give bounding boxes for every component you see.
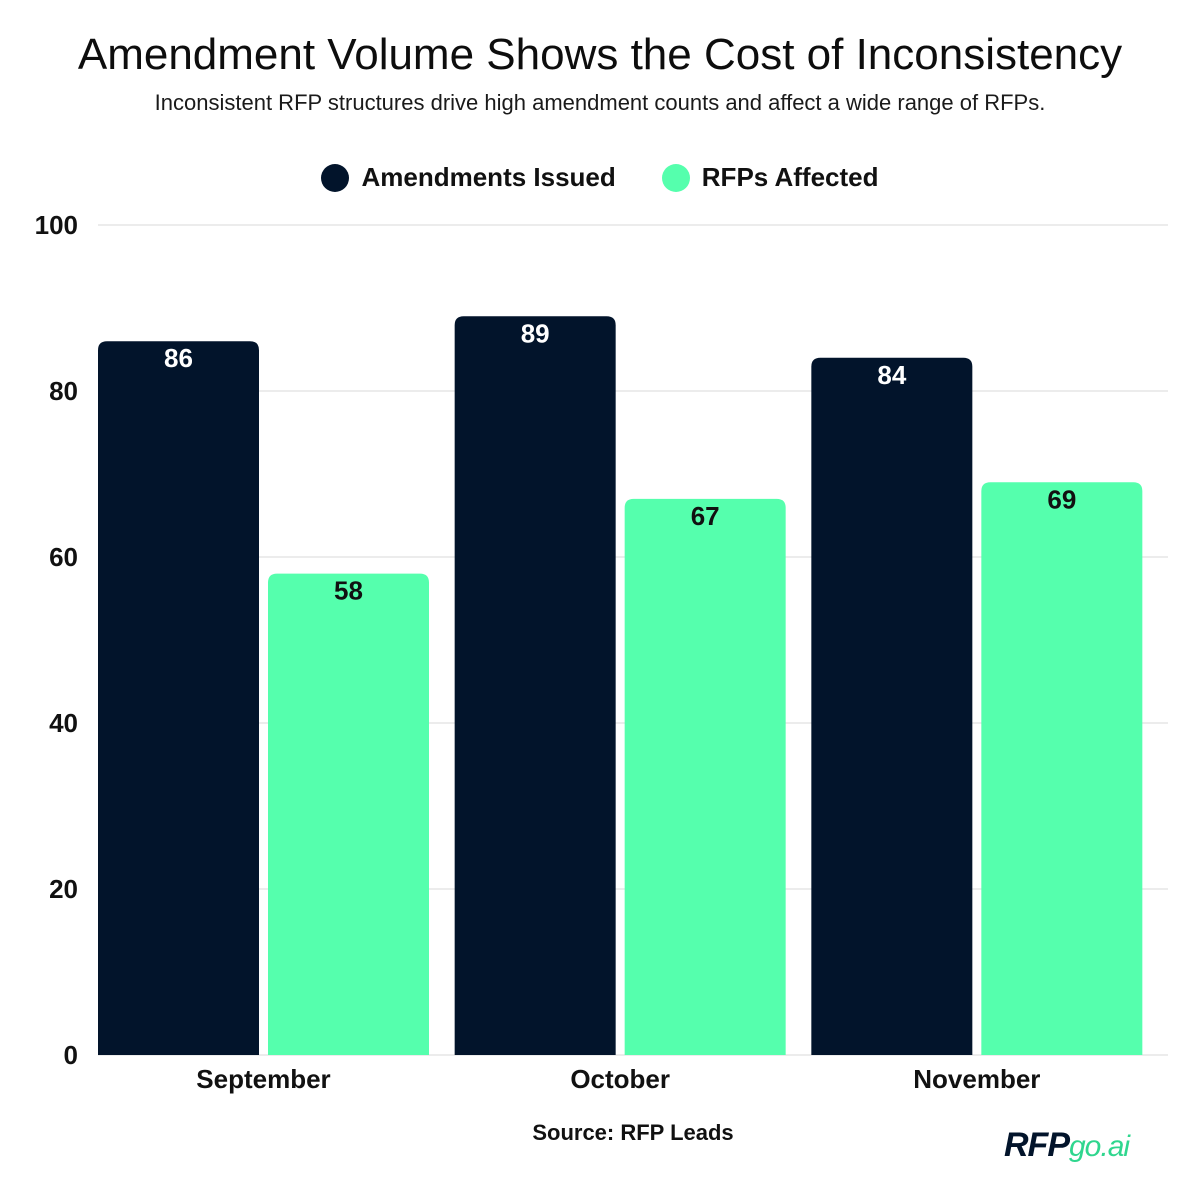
data-label: 67 — [691, 501, 720, 531]
y-tick-label: 40 — [49, 708, 78, 738]
legend-label-rfps: RFPs Affected — [701, 162, 879, 192]
x-tick-label: October — [570, 1064, 670, 1094]
legend-item-rfps: RFPs Affected — [661, 162, 879, 193]
data-label: 69 — [1047, 484, 1076, 514]
source-note: Source: RFP Leads — [532, 1120, 734, 1145]
chart-subtitle: Inconsistent RFP structures drive high a… — [154, 90, 1046, 115]
y-tick-label: 100 — [35, 210, 78, 240]
x-tick-label: September — [196, 1064, 330, 1094]
logo-main-text: RFP — [1004, 1126, 1070, 1164]
legend-label-amendments: Amendments Issued — [361, 162, 616, 192]
y-tick-label: 0 — [64, 1040, 78, 1070]
y-tick-label: 60 — [49, 542, 78, 572]
x-tick-label: November — [913, 1064, 1040, 1094]
bar-amendments — [454, 316, 616, 1055]
bar-rfps — [981, 482, 1143, 1055]
data-label: 86 — [164, 343, 193, 373]
bar-amendments — [811, 357, 973, 1055]
brand-logo: RFPgo.ai — [1004, 1126, 1130, 1165]
logo-suffix-text: go.ai — [1069, 1130, 1130, 1163]
legend-swatch-rfps — [661, 163, 690, 192]
bar-rfps — [268, 573, 429, 1055]
data-label: 84 — [877, 360, 906, 390]
bar-rfps — [624, 498, 786, 1055]
y-tick-label: 20 — [49, 874, 78, 904]
legend-item-amendments: Amendments Issued — [321, 162, 616, 193]
data-label: 58 — [334, 576, 363, 606]
chart-title: Amendment Volume Shows the Cost of Incon… — [77, 30, 1123, 79]
legend: Amendments Issued RFPs Affected — [0, 162, 1200, 193]
legend-swatch-amendments — [321, 163, 350, 192]
data-label: 89 — [521, 318, 550, 348]
y-tick-label: 80 — [49, 376, 78, 406]
bar-amendments — [98, 341, 259, 1055]
